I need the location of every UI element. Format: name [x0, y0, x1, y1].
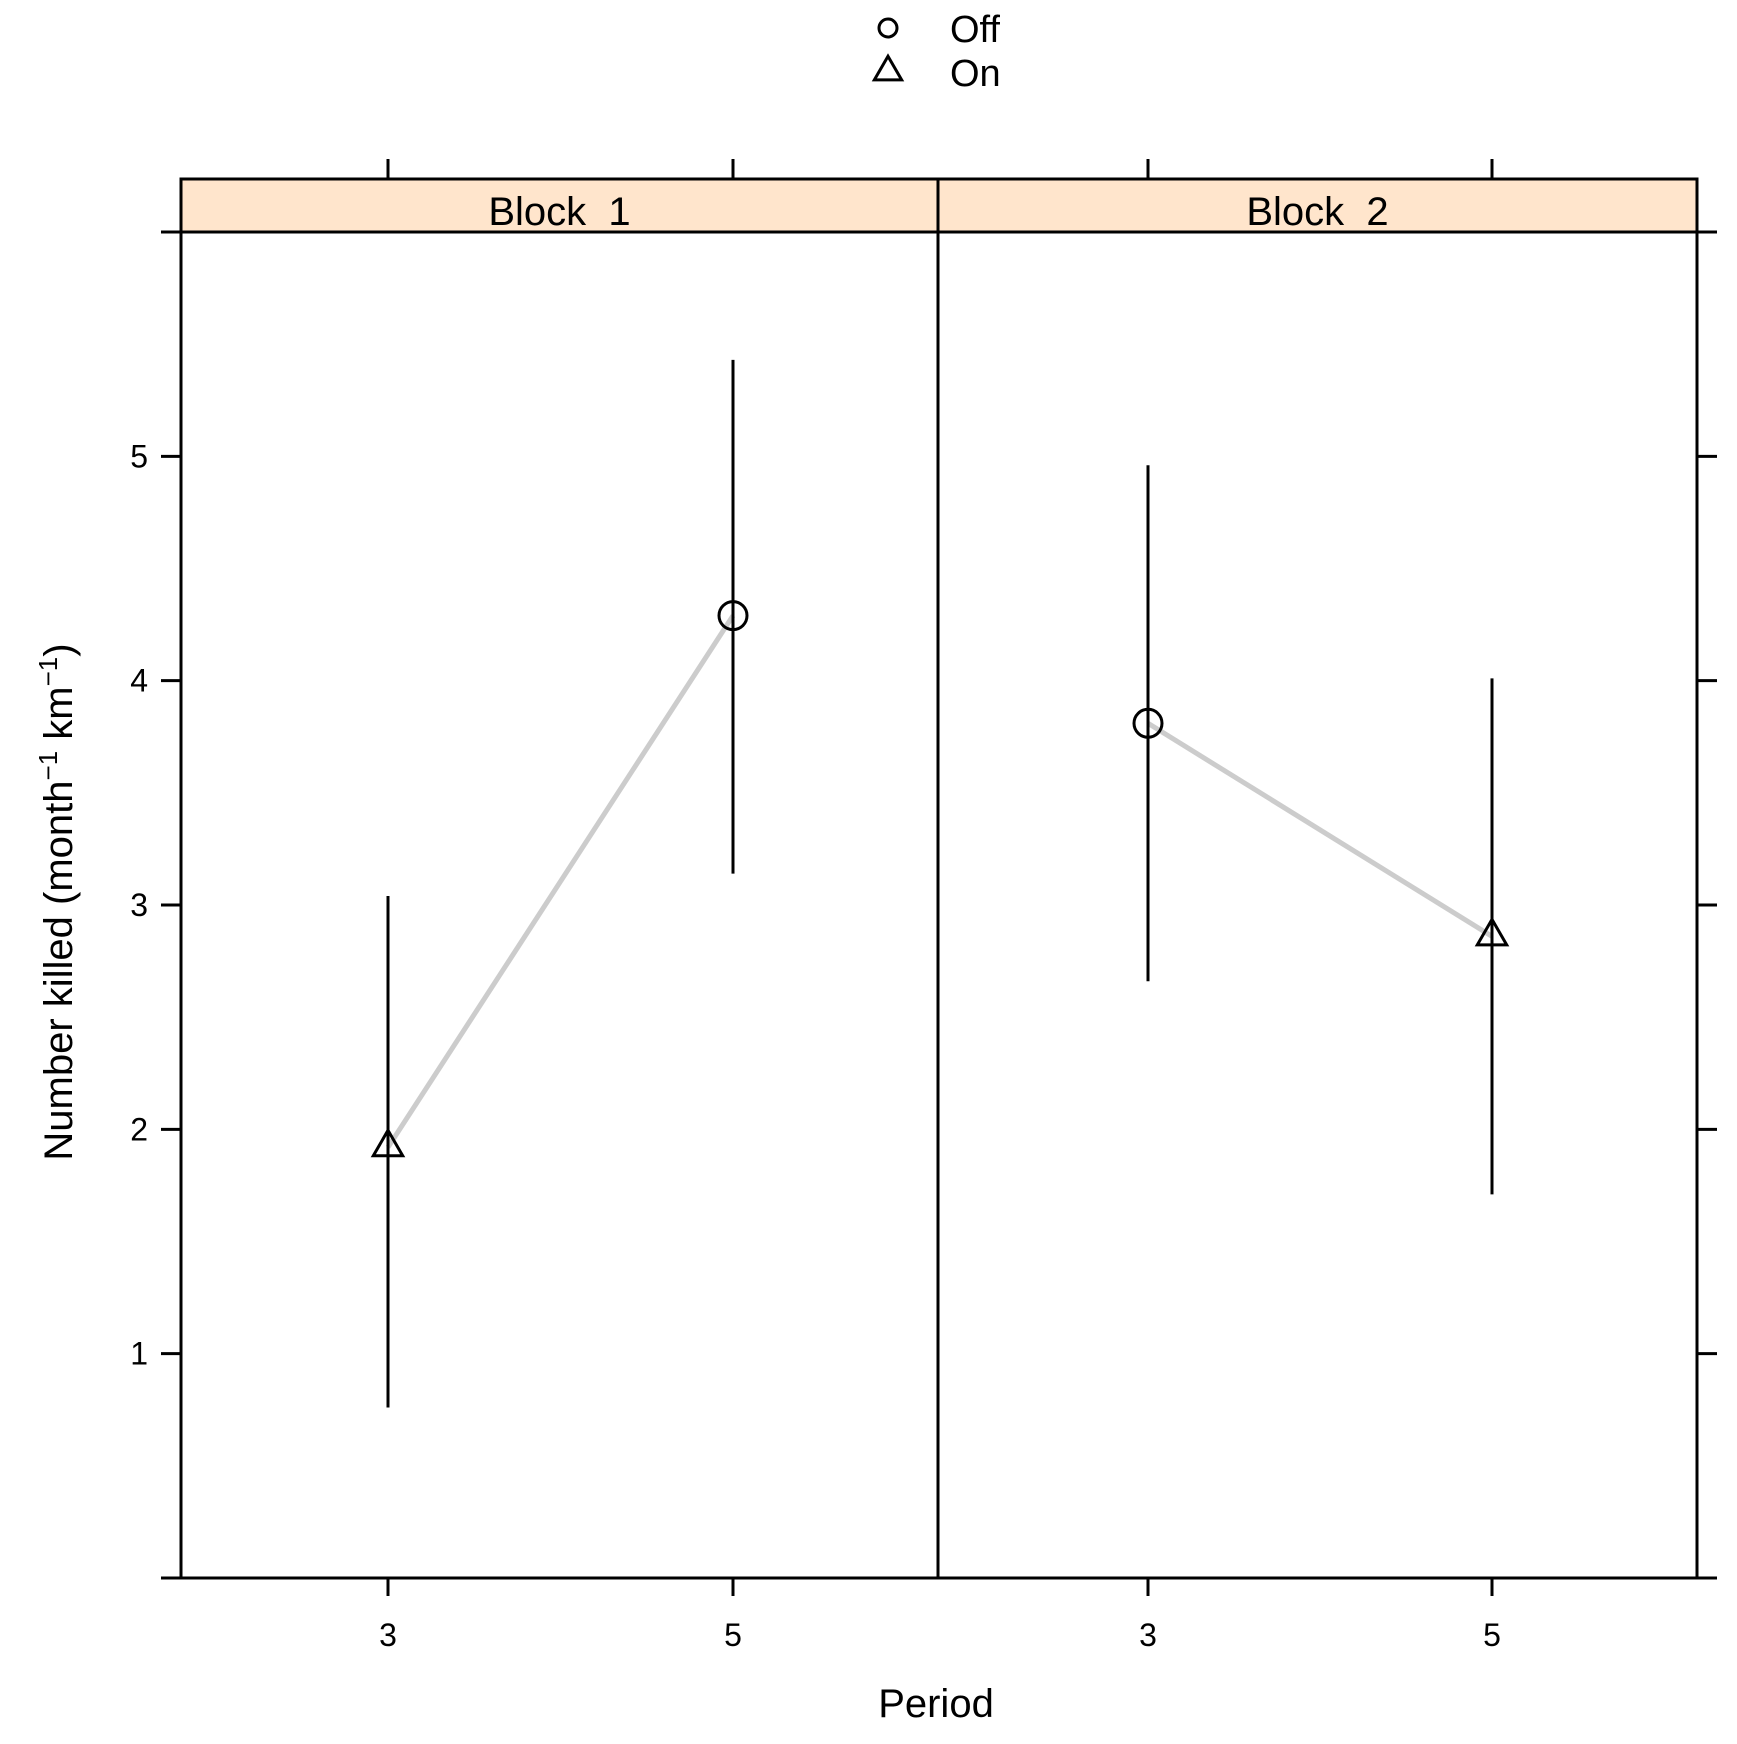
y-tick-label: 5 — [130, 438, 148, 474]
panels: Block_1 3 5 Block_2 3 5 — [179, 159, 1699, 1653]
y-axis-label: Number killed (month−1 km−1) — [33, 643, 81, 1160]
strip — [936, 177, 1699, 234]
x-tick-label: 5 — [724, 1617, 742, 1653]
y-axis-label-superscript: −1 — [33, 751, 63, 781]
point-off — [1132, 707, 1164, 739]
y-tick-label: 4 — [130, 663, 148, 699]
y-tick-label: 2 — [130, 1111, 148, 1147]
axes: 1 2 3 4 5 — [130, 230, 1717, 1580]
y-axis-label-part: Number killed (month — [37, 780, 81, 1160]
y-tick-label: 3 — [130, 887, 148, 923]
strip-title: Block_1 — [488, 190, 630, 234]
strip-title: Block_2 — [1246, 190, 1388, 234]
panel-1: Block_1 3 5 — [179, 159, 940, 1653]
x-tick-label: 5 — [1483, 1617, 1501, 1653]
panel-border — [179, 230, 940, 1580]
connector-line — [1146, 721, 1494, 939]
point-on — [1474, 916, 1510, 947]
strip — [179, 177, 940, 234]
legend-marker-off — [877, 17, 899, 39]
legend-label-on: On — [950, 53, 1001, 95]
x-axis-label: Period — [878, 1682, 994, 1726]
x-tick-label: 3 — [379, 1617, 397, 1653]
y-axis-label-part: km — [37, 686, 81, 750]
point-on — [370, 1127, 406, 1158]
legend-label-off: Off — [950, 9, 1000, 51]
connector-line — [385, 614, 736, 1149]
legend-marker-on — [871, 53, 905, 82]
panel-2: Block_2 3 5 — [936, 159, 1699, 1653]
panel-border — [936, 230, 1699, 1580]
point-off — [717, 600, 749, 632]
x-tick-label: 3 — [1139, 1617, 1157, 1653]
y-axis-label-superscript: −1 — [33, 657, 63, 687]
y-tick-label: 1 — [130, 1336, 148, 1372]
y-axis-label-part: ) — [37, 643, 81, 656]
